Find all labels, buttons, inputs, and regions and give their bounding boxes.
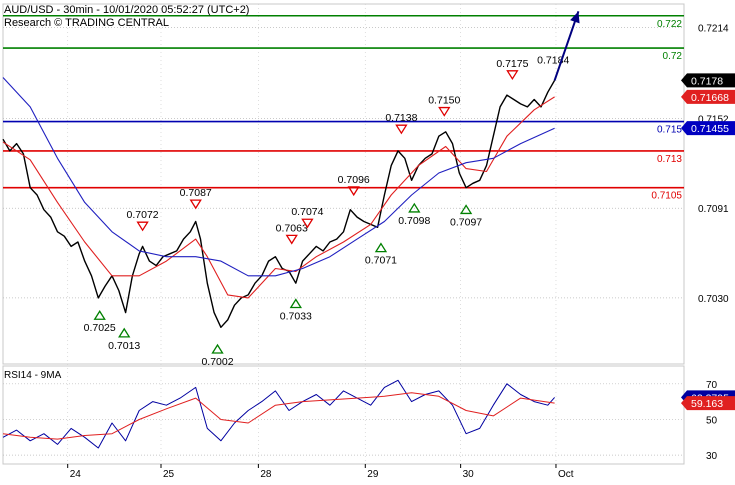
price-annotation-label: 0.7013 (108, 340, 140, 352)
level-label: 0.7105 (651, 191, 682, 202)
price-annotation-label: 0.7087 (180, 187, 212, 199)
swing-high-marker (189, 199, 202, 210)
price-annotations: 0.7072 0.7087 0.7063 0.7074 0.7096 0.7138 0.71… (84, 55, 570, 368)
x-tick-label: Oct (558, 469, 574, 480)
swing-low-marker (211, 343, 224, 354)
price-annotation-label: 0.7098 (398, 215, 430, 227)
price-annotation-label: 0.7096 (338, 174, 370, 186)
swing-high-marker (438, 106, 451, 117)
price-annotation-label: 0.7184 (537, 55, 569, 67)
value-badge-ma_slow (681, 121, 735, 136)
rsi-tick-label: 70 (706, 380, 718, 391)
price-tick-label: 0.7030 (698, 294, 729, 305)
series-rsi_ma-line (2, 392, 555, 440)
price-annotation-label: 0.7150 (428, 95, 460, 107)
swing-high-marker (506, 70, 519, 81)
swing-high-marker (395, 124, 408, 135)
series-ma_fast-line (2, 96, 555, 299)
series-price-line (2, 80, 556, 328)
x-tick-label: 24 (70, 469, 82, 480)
price-annotation-label: 0.7002 (201, 356, 233, 368)
rsi-grid (3, 383, 684, 456)
chart-header-source: Research © TRADING CENTRAL (4, 17, 169, 29)
rsi-tick-label: 30 (706, 451, 718, 462)
price-annotation-label: 0.7138 (385, 112, 417, 124)
x-tick-label: 25 (163, 469, 175, 480)
projection-arrow-head (570, 11, 580, 24)
swing-high-marker (301, 218, 314, 229)
projection-arrow (553, 11, 580, 81)
swing-low-marker (459, 204, 473, 215)
level-label: 0.713 (657, 154, 682, 165)
swing-high-marker (347, 186, 360, 197)
value-badge-ma_fast (681, 89, 735, 104)
x-tick-label: 30 (463, 469, 475, 480)
swing-low-marker (374, 242, 388, 253)
price-grid (3, 4, 684, 464)
swing-low-marker (93, 309, 106, 320)
swing-low-marker (289, 298, 303, 309)
price-y-axis: 0.7214 0.7152 0.7091 0.7030 (698, 24, 729, 305)
price-tick-label: 0.7091 (698, 204, 729, 215)
price-panel-frame (2, 3, 685, 365)
value-badge-rsi_ma (681, 396, 735, 411)
series-ma_slow-line (2, 77, 555, 277)
rsi-panel-frame (2, 365, 685, 465)
price-annotation-label: 0.7063 (276, 222, 308, 234)
value-badge-label: 0.7178 (691, 75, 723, 87)
level-label: 0.715 (657, 125, 682, 136)
rsi-series-group (2, 379, 555, 449)
x-tick-label: 28 (260, 469, 272, 480)
price-annotation-label: 0.7175 (496, 58, 528, 70)
rsi-panel-title: RSI14 - 9MA (4, 370, 62, 381)
projection-arrow-shaft (553, 11, 580, 81)
swing-low-marker (408, 202, 421, 213)
value-badge-label: 0.71668 (691, 92, 729, 104)
swing-high-marker (285, 234, 298, 245)
time-x-axis: 24 25 28 29 30 Oct (67, 464, 574, 480)
price-annotation-label: 0.7097 (450, 216, 482, 228)
value-badge-last (681, 73, 735, 88)
price-series-group (2, 77, 556, 328)
chart-header-title: AUD/USD - 30min - 10/01/2020 05:52:27 (U… (4, 4, 249, 16)
x-tick-label: 29 (367, 469, 379, 480)
price-annotation-label: 0.7071 (365, 255, 397, 267)
price-tick-label: 0.7152 (698, 115, 729, 126)
price-levels: 0.722 0.72 0.715 0.713 0.7105 (3, 14, 684, 202)
swing-high-marker (136, 221, 149, 232)
series-rsi-line (2, 379, 555, 449)
price-annotation-label: 0.7074 (291, 206, 323, 218)
value-badge-label: 59.163 (691, 398, 723, 410)
rsi-y-axis: 70 50 30 (706, 380, 718, 462)
price-annotation-label: 0.7025 (84, 322, 116, 334)
level-label: 0.722 (657, 19, 682, 30)
price-annotation-label: 0.7072 (127, 209, 159, 221)
rsi-tick-label: 50 (706, 415, 718, 426)
price-tick-label: 0.7214 (698, 24, 729, 35)
swing-low-marker (118, 327, 131, 338)
price-annotation-label: 0.7033 (280, 310, 312, 322)
value-badge-label: 0.71455 (691, 123, 729, 135)
level-label: 0.72 (663, 51, 683, 62)
